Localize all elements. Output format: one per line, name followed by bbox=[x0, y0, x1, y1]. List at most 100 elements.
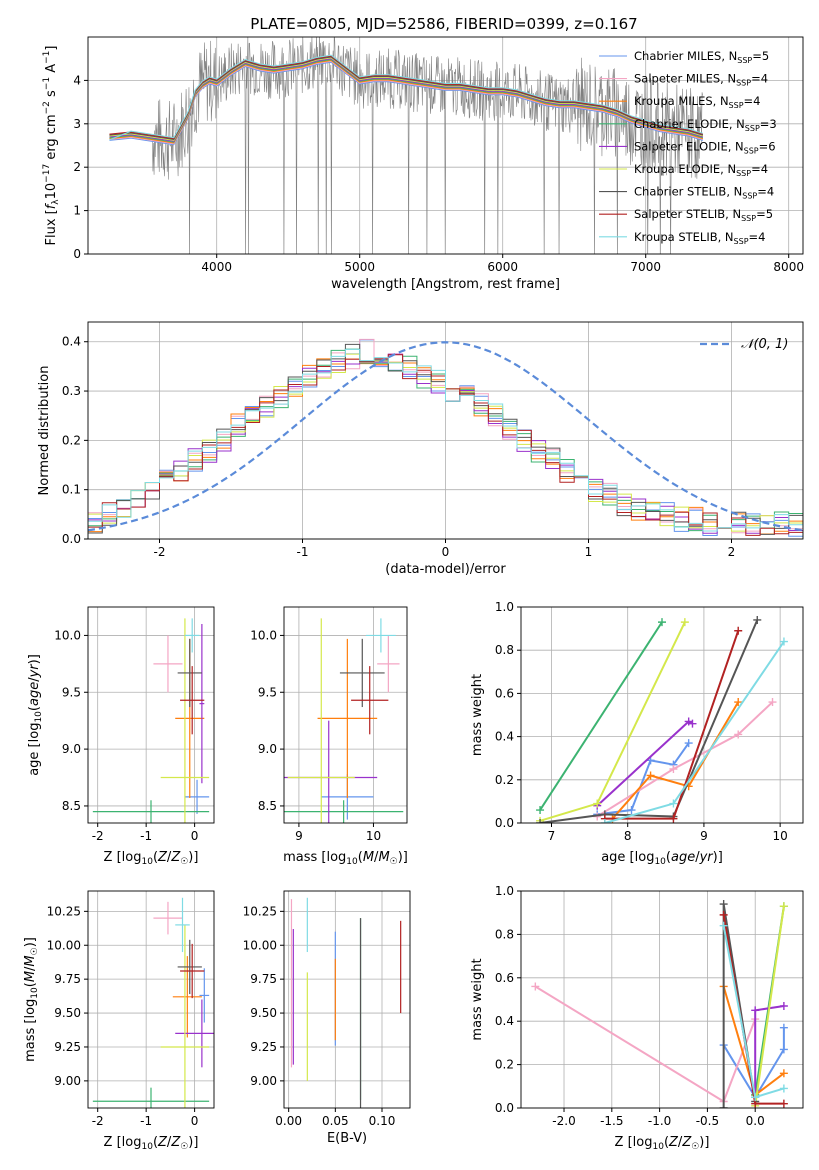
mass-weight-series-kroupa-stelib bbox=[600, 637, 788, 823]
mass-weight-marker bbox=[669, 814, 678, 823]
y-tick-label: 1.0 bbox=[495, 600, 514, 614]
mass-weight-marker bbox=[734, 626, 743, 635]
mass-weight-marker bbox=[719, 921, 728, 930]
x-axis-label: (data-model)/error bbox=[385, 562, 506, 577]
panel-residuals: -2 -1 0 1 2 0.0 0.1 0.2 0.3 0.4 𝒩(0, 1) (data-model… bbox=[37, 321, 804, 577]
y-tick-label: 4 bbox=[73, 73, 81, 87]
x-axis-label: Z [log10(Z/Z☉)] bbox=[104, 850, 199, 867]
x-tick-label: 5000 bbox=[344, 260, 375, 274]
y-tick-label: 0.2 bbox=[62, 433, 81, 447]
model-line-salpeter-elodie bbox=[109, 58, 704, 142]
errorbar-salpeter-elodie bbox=[175, 999, 214, 1068]
plot-area bbox=[290, 897, 402, 1108]
errorbar-kroupa-elodie bbox=[287, 618, 355, 823]
y-tick-label: 9.75 bbox=[250, 972, 277, 986]
x-tick-label: 8 bbox=[624, 829, 632, 843]
legend-label: Salpeter ELODIE, NSSP=6 bbox=[634, 139, 776, 155]
panel-massweight-age: 7 8 9 10 0.0 0.2 0.4 0.6 0.8 1.0 mass weight age [l… bbox=[470, 600, 804, 867]
errorbar-salpeter-miles bbox=[153, 635, 183, 693]
y-tick-label: 0.6 bbox=[495, 971, 514, 985]
residual-histogram-kroupa-stelib bbox=[88, 348, 803, 539]
x-tick-label: -2 bbox=[154, 545, 166, 559]
y-tick-label: 0.1 bbox=[62, 483, 81, 497]
y-axis-label: mass weight bbox=[470, 958, 485, 1040]
x-axis-label: Z [log10(Z/Z☉)] bbox=[615, 1135, 710, 1152]
errorbar-kroupa-stelib bbox=[175, 897, 190, 953]
y-tick-label: 3 bbox=[73, 117, 81, 131]
y-tick-label: 0.4 bbox=[495, 730, 514, 744]
x-tick-label: 0 bbox=[442, 545, 450, 559]
y-tick-label: 9.50 bbox=[54, 1006, 81, 1020]
mass-weight-marker bbox=[669, 765, 678, 773]
x-tick-label: 7000 bbox=[630, 260, 661, 274]
errorbar-kroupa-miles bbox=[317, 638, 378, 798]
y-tick-label: 0.4 bbox=[62, 335, 81, 349]
x-tick-label: 9 bbox=[700, 829, 708, 843]
mass-weight-marker bbox=[684, 739, 693, 748]
errorbar-salpeter-miles bbox=[377, 635, 400, 693]
errorbar-kroupa-stelib bbox=[366, 618, 396, 653]
model-line-kroupa-miles bbox=[109, 59, 704, 144]
mass-weight-marker bbox=[536, 806, 545, 815]
model-line-salpeter-miles bbox=[109, 60, 704, 145]
y-axis-label: mass weight bbox=[470, 674, 485, 756]
axes-frame bbox=[87, 890, 215, 1109]
y-tick-label: 9.5 bbox=[62, 685, 81, 699]
mass-weight-marker bbox=[719, 900, 728, 909]
x-tick-label: 4000 bbox=[201, 260, 232, 274]
plot-area bbox=[536, 615, 788, 823]
x-axis-label: age [log10(age/yr)] bbox=[601, 850, 723, 867]
mass-weight-marker bbox=[779, 1069, 788, 1078]
gaussian-curve bbox=[88, 341, 803, 532]
x-tick-label: -1 bbox=[140, 829, 152, 843]
y-tick-label: 0.0 bbox=[495, 1101, 514, 1115]
mass-weight-marker bbox=[734, 698, 743, 707]
y-axis-label: mass [log10(M/M☉)] bbox=[23, 937, 40, 1062]
legend-label: Salpeter STELIB, NSSP=5 bbox=[634, 207, 773, 223]
y-tick-label: 0.8 bbox=[495, 643, 514, 657]
y-axis-label: age [log10(age/yr)] bbox=[27, 654, 44, 776]
legend-label: Chabrier ELODIE, NSSP=3 bbox=[634, 117, 777, 133]
mass-weight-marker bbox=[779, 1084, 788, 1093]
mass-weight-marker bbox=[531, 982, 540, 991]
mass-weight-line bbox=[539, 621, 663, 811]
x-tick-label: -2 bbox=[92, 1114, 104, 1128]
y-tick-label: 0.4 bbox=[495, 1014, 514, 1028]
panel-spectrum: 4000 5000 6000 7000 8000 0 1 2 3 4 wavelength [Ang… bbox=[42, 36, 804, 292]
y-tick-label: 0.6 bbox=[495, 686, 514, 700]
mass-weight-line bbox=[539, 619, 759, 823]
y-tick-label: 0.2 bbox=[495, 773, 514, 787]
x-tick-label: -2 bbox=[92, 829, 104, 843]
y-tick-label: 1.0 bbox=[495, 884, 514, 898]
y-tick-label: 9.5 bbox=[258, 685, 277, 699]
x-tick-label: -1 bbox=[297, 545, 309, 559]
mass-weight-marker bbox=[779, 1099, 788, 1108]
y-tick-label: 10.0 bbox=[54, 628, 81, 642]
x-tick-label: 1 bbox=[585, 545, 593, 559]
y-tick-label: 10.0 bbox=[250, 628, 277, 642]
axes-frame bbox=[520, 606, 804, 824]
errorbar-chabrier-stelib bbox=[339, 638, 385, 708]
y-tick-label: 9.0 bbox=[258, 742, 277, 756]
x-tick-label: 0.10 bbox=[369, 1114, 396, 1128]
plot-area bbox=[531, 900, 788, 1108]
x-tick-label: 2 bbox=[728, 545, 736, 559]
errorbar-chabrier-miles bbox=[199, 968, 210, 1023]
x-axis-label: E(B-V) bbox=[327, 1131, 367, 1146]
legend-label: 𝒩(0, 1) bbox=[741, 337, 788, 352]
plot-area bbox=[88, 338, 803, 539]
y-tick-label: 0.0 bbox=[495, 816, 514, 830]
x-tick-label: 0 bbox=[191, 829, 199, 843]
x-tick-label: 7 bbox=[548, 829, 556, 843]
errorbar-salpeter-elodie bbox=[199, 624, 205, 784]
y-tick-label: 10.25 bbox=[243, 904, 277, 918]
x-axis-label: Z [log10(Z/Z☉)] bbox=[104, 1135, 199, 1152]
mass-weight-marker bbox=[669, 799, 678, 808]
mass-weight-series-kroupa-stelib bbox=[719, 921, 788, 1102]
y-tick-label: 8.5 bbox=[258, 799, 277, 813]
y-tick-label: 9.75 bbox=[54, 972, 81, 986]
mass-weight-marker bbox=[768, 698, 777, 707]
errorbar-kroupa-miles bbox=[172, 956, 202, 1038]
y-tick-label: 8.5 bbox=[62, 799, 81, 813]
